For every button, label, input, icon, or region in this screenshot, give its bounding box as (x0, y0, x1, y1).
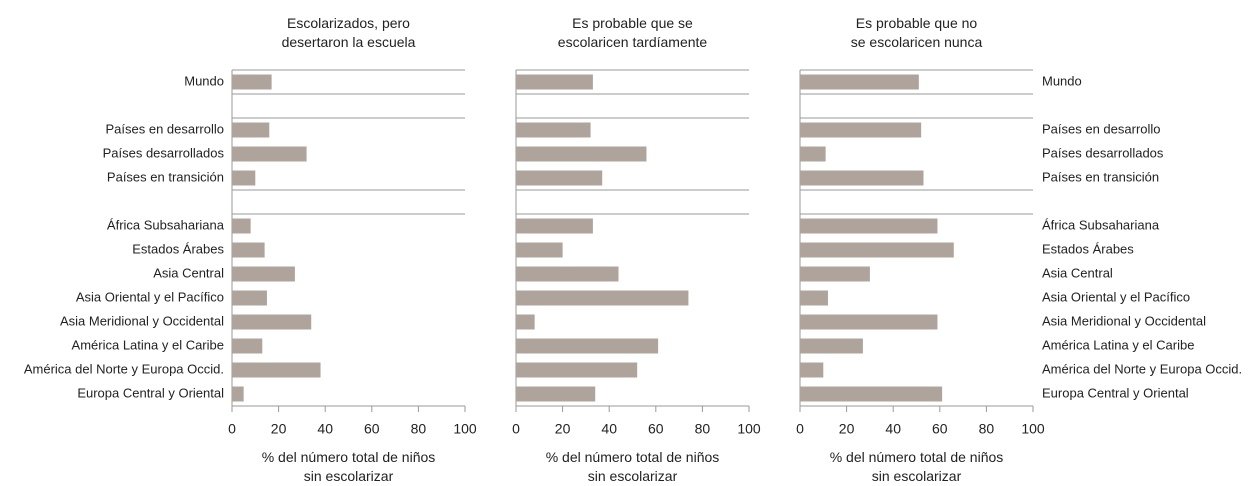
category-label: Países en desarrollo (1042, 121, 1161, 136)
x-tick-label: 80 (979, 421, 995, 437)
category-label: América Latina y el Caribe (1042, 337, 1194, 352)
x-axis-label-line: % del número total de niños (262, 449, 436, 465)
bar (516, 146, 647, 162)
x-tick-label: 60 (364, 421, 380, 437)
bar (516, 362, 638, 378)
category-label: América del Norte y Europa Occid. (24, 361, 224, 376)
x-tick-label: 0 (228, 421, 236, 437)
bar (800, 290, 828, 306)
bar (800, 362, 824, 378)
bar (800, 242, 954, 258)
x-tick-label: 0 (796, 421, 804, 437)
panel-title: Es probable que no se escolaricen nunca (851, 15, 983, 50)
category-label: Asia Oriental y el Pacífico (76, 289, 224, 304)
category-label: Países en transición (1042, 169, 1159, 184)
bar (232, 362, 321, 378)
bar (232, 74, 272, 90)
x-axis-label-line: % del número total de niños (546, 449, 720, 465)
category-label: América Latina y el Caribe (72, 337, 224, 352)
x-tick-label: 60 (648, 421, 664, 437)
x-tick-label: 0 (512, 421, 520, 437)
x-tick-label: 100 (737, 421, 761, 437)
bar (516, 266, 619, 282)
bar (800, 314, 938, 330)
bar (516, 74, 593, 90)
bar (516, 314, 535, 330)
category-label: Mundo (1042, 73, 1082, 88)
x-tick-label: 100 (1021, 421, 1045, 437)
bar (800, 218, 938, 234)
category-label: África Subsahariana (1042, 217, 1160, 232)
bar (516, 242, 563, 258)
category-label: África Subsahariana (107, 217, 225, 232)
x-tick-label: 40 (885, 421, 901, 437)
x-tick-label: 60 (932, 421, 948, 437)
x-axis-label-line: sin escolarizar (872, 468, 962, 484)
x-axis-label-line: % del número total de niños (830, 449, 1004, 465)
x-tick-label: 100 (453, 421, 477, 437)
bar (232, 338, 263, 354)
category-label: Asia Meridional y Occidental (1042, 313, 1206, 328)
x-axis-label-line: sin escolarizar (588, 468, 678, 484)
panel-title-line: escolaricen tardíamente (558, 34, 708, 50)
category-label: Estados Árabes (1042, 241, 1134, 256)
category-label: Mundo (184, 73, 224, 88)
category-label: Países desarrollados (103, 145, 225, 160)
bar (516, 218, 593, 234)
category-label: Países en transición (107, 169, 224, 184)
x-tick-label: 20 (271, 421, 287, 437)
bar (516, 170, 603, 186)
category-label: Asia Oriental y el Pacífico (1042, 289, 1190, 304)
bar (232, 242, 265, 258)
panel-title-line: Escolarizados, pero (287, 15, 410, 31)
bar (516, 122, 591, 138)
panel-title-line: desertaron la escuela (282, 34, 416, 50)
category-label: Países en desarrollo (105, 121, 224, 136)
panel-title-line: se escolaricen nunca (851, 34, 983, 50)
panel-title-line: Es probable que se (572, 15, 693, 31)
category-label: América del Norte y Europa Occid. (1042, 361, 1242, 376)
category-label: Países desarrollados (1042, 145, 1164, 160)
panel-title: Escolarizados, pero desertaron la escuela (282, 15, 416, 50)
bar (800, 122, 922, 138)
x-axis-label: % del número total de niños sin escolariz… (546, 449, 720, 484)
category-label: Estados Árabes (132, 241, 224, 256)
x-axis-label-line: sin escolarizar (304, 468, 394, 484)
x-tick-label: 40 (601, 421, 617, 437)
bar (800, 266, 870, 282)
bar (232, 122, 270, 138)
bar (516, 290, 689, 306)
panel-title: Es probable que se escolaricen tardíament… (558, 15, 708, 50)
bar (232, 266, 295, 282)
bar (516, 386, 596, 402)
category-label: Asia Meridional y Occidental (60, 313, 224, 328)
bar (232, 386, 244, 402)
x-axis-label: % del número total de niños sin escolariz… (830, 449, 1004, 484)
bar (516, 338, 659, 354)
bar (800, 74, 919, 90)
bar (232, 146, 307, 162)
bar (232, 290, 267, 306)
bar (232, 218, 251, 234)
category-label: Asia Central (1042, 265, 1113, 280)
bar (800, 338, 863, 354)
bar (800, 170, 924, 186)
category-label: Asia Central (153, 265, 224, 280)
bar (800, 386, 943, 402)
bar (232, 170, 256, 186)
x-tick-label: 80 (695, 421, 711, 437)
x-tick-label: 20 (839, 421, 855, 437)
x-tick-label: 40 (317, 421, 333, 437)
x-tick-label: 80 (411, 421, 427, 437)
bar (800, 146, 826, 162)
panel-title-line: Es probable que no (856, 15, 978, 31)
x-tick-label: 20 (555, 421, 571, 437)
category-label: Europa Central y Oriental (1042, 385, 1189, 400)
bar (232, 314, 312, 330)
category-label: Europa Central y Oriental (77, 385, 224, 400)
x-axis-label: % del número total de niños sin escolariz… (262, 449, 436, 484)
